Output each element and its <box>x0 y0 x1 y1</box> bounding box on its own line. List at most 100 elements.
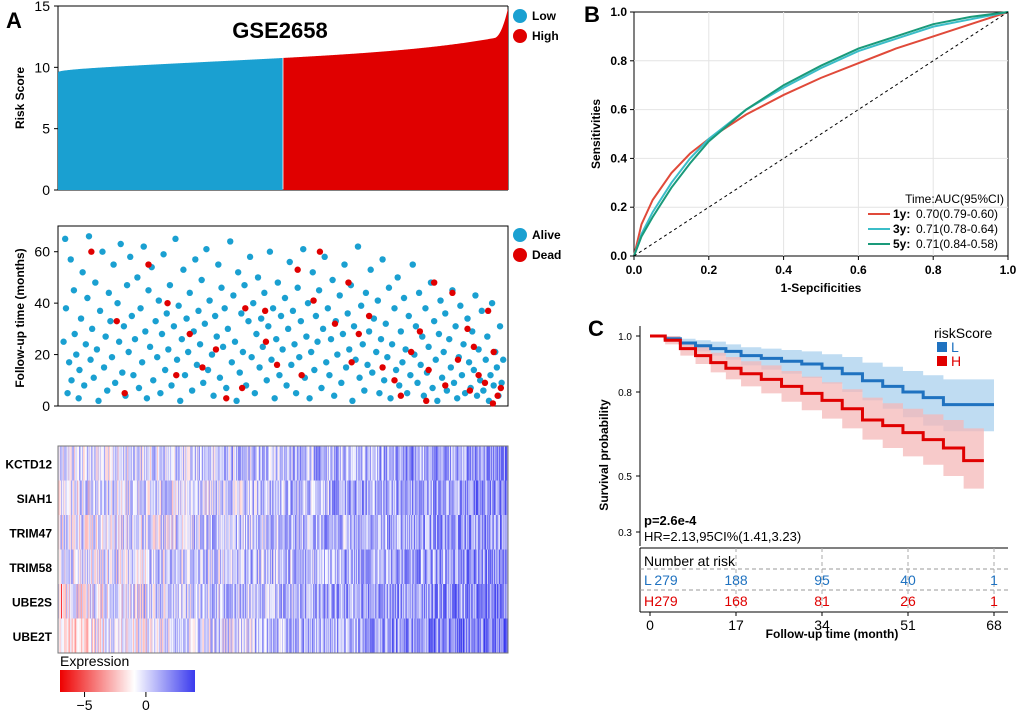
heat-cell <box>228 480 231 515</box>
heat-cell <box>328 480 330 515</box>
heat-cell <box>310 549 312 584</box>
risk-table-cell: 279 <box>654 572 678 588</box>
heat-cell <box>361 549 363 584</box>
heat-cell <box>128 618 131 653</box>
heat-cell <box>59 480 61 515</box>
heat-cell <box>164 584 166 619</box>
heat-cell <box>420 515 423 550</box>
heat-cell <box>243 549 245 584</box>
heat-cell <box>493 549 495 584</box>
heat-cell <box>179 584 181 619</box>
heat-cell <box>457 446 459 481</box>
heat-cell <box>491 618 493 653</box>
dead-point <box>494 392 501 399</box>
alive-point <box>228 359 236 366</box>
alive-point <box>127 253 134 261</box>
heat-cell <box>470 515 473 550</box>
heat-cell <box>295 549 298 584</box>
heat-cell <box>239 618 241 653</box>
heat-cell <box>299 549 302 584</box>
heat-cell <box>440 549 442 584</box>
heat-cell <box>224 446 227 481</box>
heat-cell <box>112 480 115 515</box>
heat-cell <box>117 515 119 550</box>
heat-cell <box>412 549 415 584</box>
heat-cell <box>433 515 435 550</box>
heat-cell <box>458 618 461 653</box>
heat-cell <box>286 618 288 653</box>
heat-cell <box>62 584 64 619</box>
heat-cell <box>437 446 440 481</box>
heat-cell <box>241 584 243 619</box>
heat-cell <box>355 515 357 550</box>
heat-cell <box>228 515 230 550</box>
heat-cell <box>403 515 405 550</box>
heat-cell <box>291 446 294 481</box>
heat-cell <box>249 446 251 481</box>
heat-cell <box>293 515 295 550</box>
heat-cell <box>370 515 372 550</box>
heat-cell <box>167 446 169 481</box>
heat-cell <box>123 515 125 550</box>
heat-cell <box>154 480 156 515</box>
heat-cell <box>215 549 217 584</box>
heat-cell <box>349 446 352 481</box>
heat-cell <box>459 480 461 515</box>
heat-cell <box>261 446 263 481</box>
heat-cell <box>191 515 193 550</box>
alive-point <box>102 333 109 340</box>
heat-cell <box>314 584 316 619</box>
heat-cell <box>310 618 312 653</box>
heat-cell <box>112 446 114 481</box>
heat-cell <box>356 618 358 653</box>
alive-point <box>409 261 416 268</box>
heat-cell <box>343 584 345 619</box>
heat-cell <box>174 480 177 515</box>
heat-cell <box>422 515 424 550</box>
heat-cell <box>75 549 77 584</box>
heat-cell <box>130 618 132 653</box>
heat-cell <box>91 618 93 653</box>
heat-cell <box>248 584 250 619</box>
alive-point <box>379 256 386 263</box>
risk-table-x-ticks: 0 17 34 51 68 <box>646 612 1002 633</box>
heat-cell <box>279 549 281 584</box>
heat-cell <box>76 549 78 584</box>
heat-cell <box>190 480 192 515</box>
heat-cell <box>407 515 409 550</box>
heat-cell <box>341 480 344 515</box>
alive-point <box>154 353 161 361</box>
heat-cell <box>106 584 108 619</box>
heat-cell <box>246 515 248 550</box>
heat-cell <box>100 480 102 515</box>
heat-cell <box>303 480 305 515</box>
heat-cell <box>226 584 228 619</box>
heat-cell <box>76 618 78 653</box>
heat-cell <box>128 584 131 619</box>
heat-cell <box>349 480 351 515</box>
heat-cell <box>113 480 115 515</box>
heat-cell <box>339 515 341 550</box>
heat-cell <box>215 584 217 619</box>
heat-cell <box>218 584 220 619</box>
heat-cell <box>450 446 452 481</box>
heat-cell <box>80 446 82 481</box>
risk-ytick-label: 5 <box>42 121 50 137</box>
alive-point <box>210 392 217 399</box>
heat-cell <box>361 446 363 481</box>
dead-point <box>242 305 249 312</box>
heat-cell <box>115 618 117 653</box>
heat-cell <box>233 584 236 619</box>
heat-cell <box>213 549 215 584</box>
heat-cell <box>441 618 443 653</box>
roc-xtick-label: 0.6 <box>850 263 867 277</box>
heat-cell <box>121 584 123 619</box>
heat-cell <box>105 618 107 653</box>
heat-cell <box>235 584 237 619</box>
alive-point <box>137 305 144 312</box>
heat-cell <box>325 618 327 653</box>
heat-cell <box>379 515 381 550</box>
alive-point <box>450 379 458 387</box>
heat-cell <box>401 515 403 550</box>
heat-cell <box>370 618 372 653</box>
